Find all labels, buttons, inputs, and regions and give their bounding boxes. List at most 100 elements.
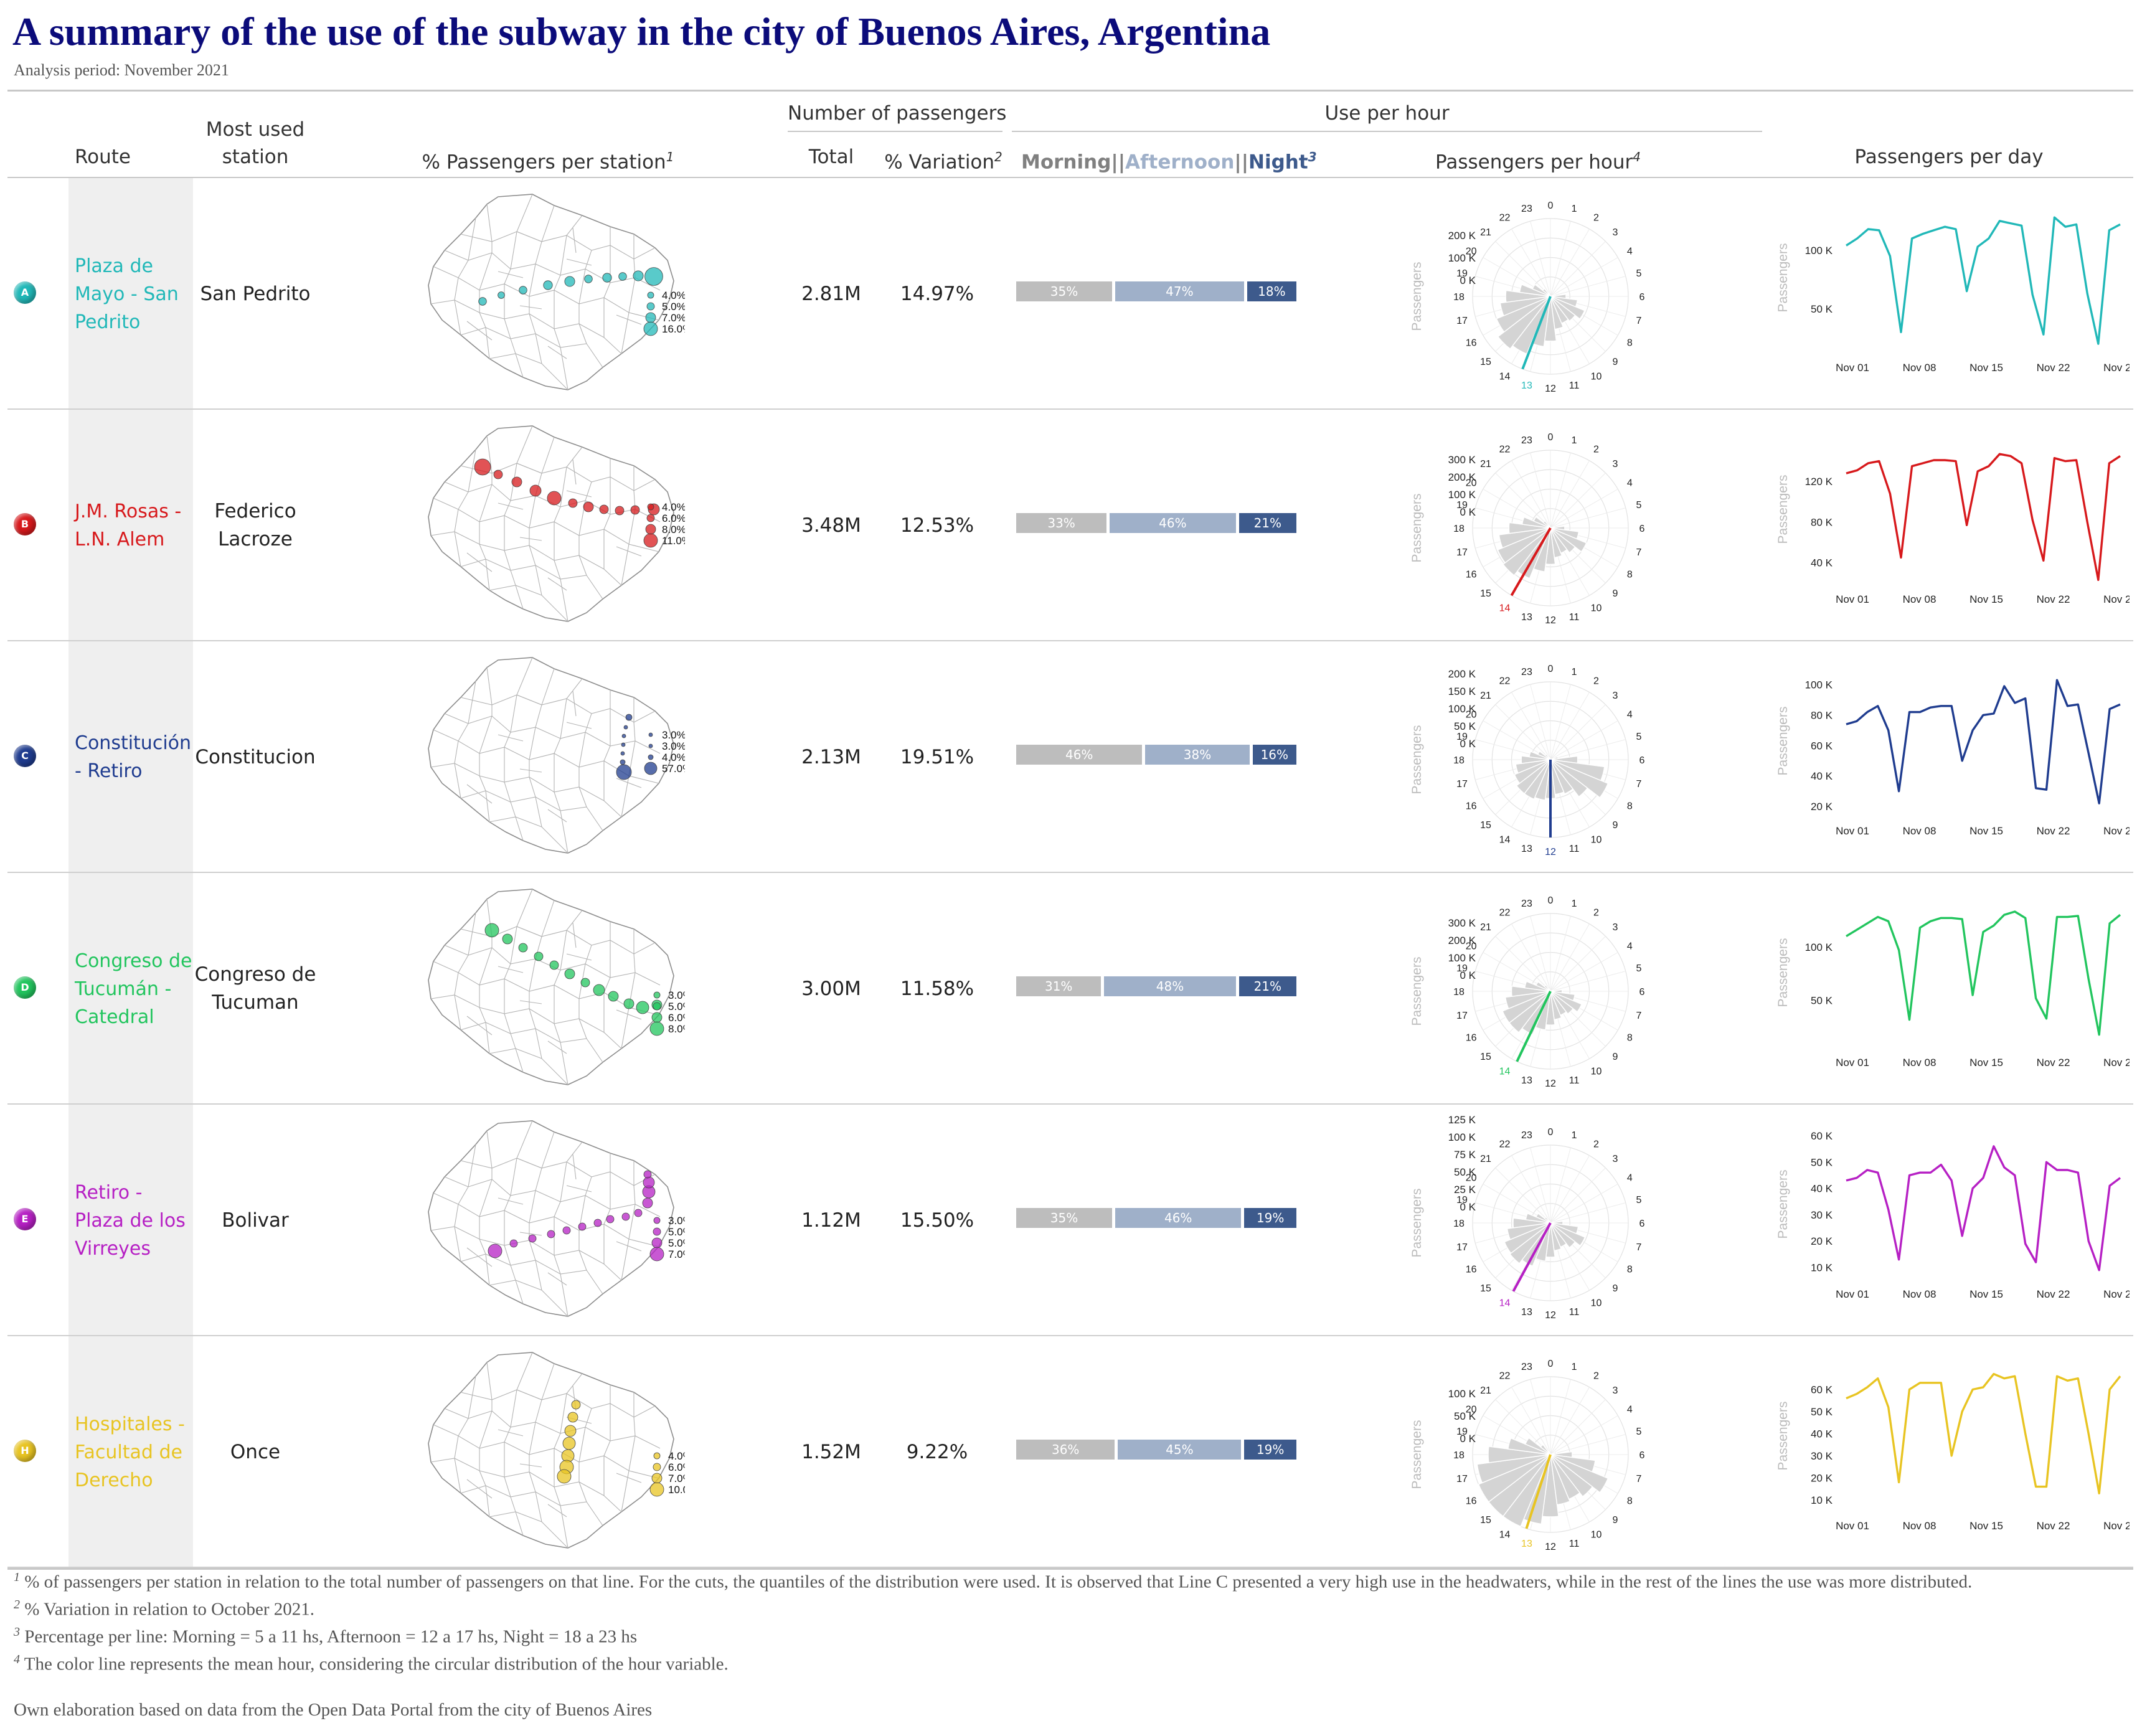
- station-point: [571, 1400, 581, 1410]
- x-tick-label: Nov 22: [2037, 593, 2070, 605]
- number-group-underline: [788, 131, 1002, 132]
- y-tick-label: 50 K: [1811, 1156, 1833, 1168]
- share-morning: 36%: [1016, 1440, 1115, 1460]
- district-boundary: [444, 945, 661, 986]
- legend-label: 6.0%: [668, 1461, 685, 1473]
- legend-label: 3.0%: [668, 989, 685, 1001]
- polar-grid-spoke: [1511, 692, 1551, 760]
- radial-tick-label: 50 K: [1454, 1410, 1476, 1422]
- hour-label: 13: [1521, 1307, 1532, 1318]
- hourly-polar-chart: Passengers 0 1 2 3 4 5 6 7 8 9 10 11 12 13 14 15 16 17 18 19…: [1404, 879, 1653, 1103]
- district-boundary: [519, 537, 542, 541]
- radial-tick-label: 75 K: [1454, 1149, 1476, 1161]
- x-tick-label: Nov 15: [1970, 1288, 2003, 1300]
- radial-tick-label: 25 K: [1454, 1184, 1476, 1196]
- hour-label: 1: [1572, 1362, 1577, 1372]
- district-boundary: [498, 1197, 524, 1205]
- hour-label: 17: [1456, 1011, 1468, 1021]
- station-map: 4.0%5.0%7.0%16.0%: [423, 191, 692, 396]
- hour-label: 15: [1480, 1283, 1491, 1294]
- most-used-station: Federico Lacroze: [214, 500, 296, 550]
- x-tick-label: Nov 15: [1970, 825, 2003, 837]
- x-tick-label: Nov 22: [2037, 362, 2070, 374]
- hour-label: 19: [1456, 500, 1468, 511]
- line-badge-icon: H: [14, 1440, 36, 1462]
- line-axis-title: Passengers: [1776, 938, 1790, 1007]
- x-tick-label: Nov 08: [1903, 1520, 1937, 1532]
- polar-axis-title: Passengers: [1410, 725, 1424, 795]
- district-boundary: [466, 1479, 493, 1499]
- district-boundary: [616, 1473, 642, 1483]
- station-point: [528, 1234, 537, 1243]
- station-point: [557, 1469, 572, 1484]
- hour-label: 17: [1456, 779, 1468, 790]
- district-boundary: [454, 681, 476, 799]
- hour-label: 10: [1591, 1066, 1602, 1077]
- station-point: [518, 943, 528, 953]
- line-badge-icon: D: [14, 976, 36, 999]
- polar-grid-spoke: [1550, 1168, 1606, 1224]
- district-boundary: [454, 1375, 476, 1494]
- footnote-1: 1 % of passengers per station in relatio…: [14, 1570, 1972, 1593]
- hour-wedge: [1550, 1454, 1593, 1498]
- district-boundary: [616, 1241, 642, 1252]
- header-sep-2: ||: [1234, 151, 1249, 174]
- district-boundary: [616, 546, 642, 557]
- header-variation: % Variation2: [884, 149, 1002, 174]
- polar-grid-spoke: [1511, 460, 1551, 529]
- total-passengers: 2.13M: [801, 746, 861, 768]
- district-boundary: [466, 1247, 493, 1267]
- x-tick-label: Nov 01: [1836, 1288, 1869, 1300]
- hour-label: 2: [1593, 445, 1599, 455]
- hour-label: 20: [1466, 478, 1477, 489]
- line-svg: Passengers 120 K 80 K 40 K Nov 01 Nov 08 Nov 1…: [1776, 453, 2137, 605]
- hour-label: 4: [1627, 1405, 1633, 1415]
- hour-label: 19: [1456, 732, 1468, 742]
- line-badge-icon: B: [14, 513, 36, 535]
- hour-label: 14: [1499, 603, 1511, 613]
- y-tick-label: 80 K: [1811, 709, 1833, 721]
- line-axis-title: Passengers: [1776, 707, 1790, 776]
- radial-tick-label: 200 K: [1448, 668, 1476, 680]
- x-tick-label: Nov 29: [2103, 362, 2130, 374]
- x-tick-label: Nov 29: [2103, 825, 2130, 837]
- district-boundary: [603, 227, 611, 337]
- station-point: [564, 968, 575, 979]
- polar-grid-spoke: [1550, 1155, 1590, 1224]
- y-tick-label: 20 K: [1811, 801, 1833, 813]
- hour-label: 16: [1466, 1265, 1477, 1275]
- line-svg: Passengers 100 K 50 K Nov 01 Nov 08 Nov 15 Nov…: [1776, 216, 2137, 374]
- line-svg: Passengers 60 K 50 K 40 K 30 K 20 K 10 K Nov 01…: [1776, 1372, 2137, 1532]
- legend-label: 5.0%: [668, 1226, 685, 1238]
- hour-wedge: [1550, 1454, 1609, 1493]
- city-map-svg: 4.0%6.0%8.0%11.0%: [428, 425, 691, 622]
- hour-label: 6: [1639, 292, 1645, 303]
- city-outline: [428, 1120, 674, 1317]
- radial-tick-label: 100 K: [1448, 1131, 1476, 1143]
- polar-grid-spoke: [1550, 276, 1626, 297]
- hour-label: 3: [1612, 1154, 1618, 1164]
- district-boundary: [621, 1392, 636, 1512]
- hour-label: 23: [1521, 1130, 1532, 1141]
- share-afternoon: 46%: [1115, 1208, 1242, 1228]
- footnote-3: 3 Percentage per line: Morning = 5 a 11 …: [14, 1625, 637, 1648]
- city-outline: [428, 889, 674, 1085]
- legend-label: 16.0%: [662, 323, 685, 335]
- district-boundary: [621, 929, 636, 1049]
- hour-wedge: [1550, 527, 1576, 554]
- hour-wedge: [1515, 759, 1551, 774]
- header-morning-afternoon-night: Morning||Afternoon||Night3: [1021, 143, 1317, 176]
- hour-label: 16: [1466, 570, 1477, 580]
- line-badge-icon: E: [14, 1208, 36, 1230]
- header-pph-sup: 4: [1633, 149, 1641, 164]
- district-boundary: [504, 1120, 533, 1304]
- route-name: J.M. Rosas - L.N. Alem: [75, 501, 182, 550]
- legend-point: [646, 302, 655, 311]
- district-boundary: [547, 1040, 567, 1054]
- district-boundary: [489, 1048, 568, 1085]
- station-point: [474, 458, 491, 476]
- district-boundary: [489, 1511, 568, 1549]
- station-point: [630, 505, 640, 515]
